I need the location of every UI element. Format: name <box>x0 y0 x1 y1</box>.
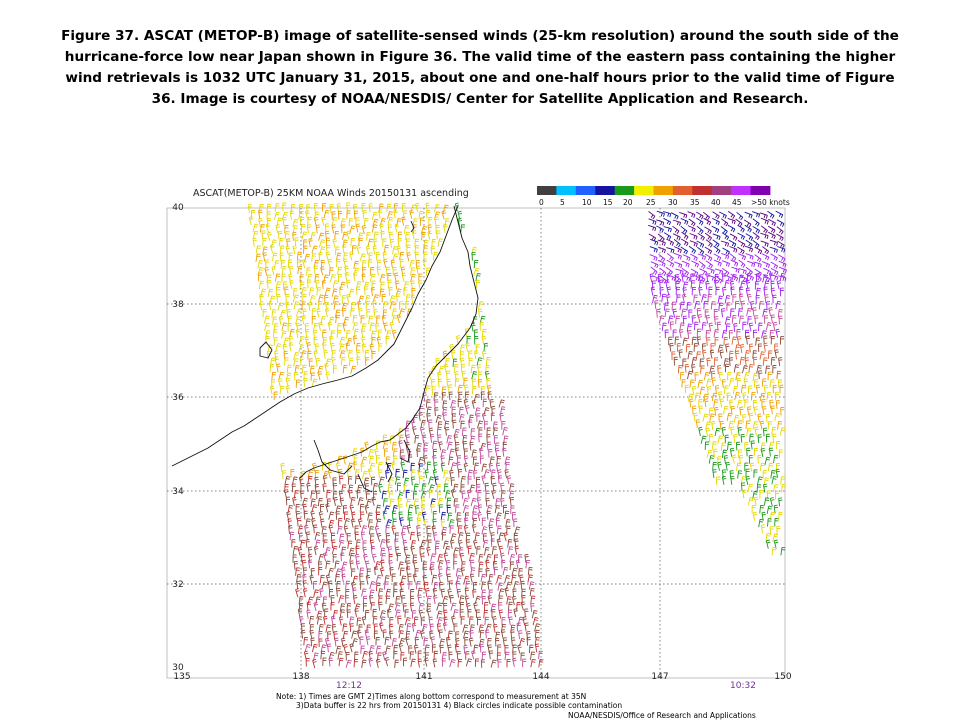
legend-label: 15 <box>603 198 613 207</box>
map-credit: NOAA/NESDIS/Office of Research and Appli… <box>568 711 756 720</box>
note-line-2: 3)Data buffer is 22 hrs from 20150131 4)… <box>296 701 622 710</box>
graticule <box>167 208 785 678</box>
longitude-labels: 135 138 141 144 147 150 <box>173 672 791 682</box>
legend-label: >50 knots <box>751 198 790 207</box>
latitude-label: 36 <box>172 393 184 403</box>
legend-label: 40 <box>711 198 721 207</box>
legend-swatch <box>595 186 616 195</box>
legend-swatch <box>750 186 771 195</box>
latitude-label: 30 <box>172 663 184 673</box>
latitude-label: 32 <box>172 580 183 590</box>
legend-label: 25 <box>646 198 656 207</box>
longitude-label: 138 <box>292 672 309 682</box>
east-pass-time: 10:32 <box>730 681 756 691</box>
legend-label: 20 <box>623 198 633 207</box>
longitude-label: 141 <box>415 672 432 682</box>
latitude-label: 34 <box>172 487 184 497</box>
legend-label: 0 <box>539 198 544 207</box>
latitude-label: 40 <box>172 203 184 213</box>
legend-swatch <box>711 186 732 195</box>
legend-swatch <box>634 186 654 195</box>
legend-label: 10 <box>582 198 592 207</box>
legend-swatch <box>614 186 635 195</box>
legend-swatch <box>537 186 557 195</box>
west-pass-time: 12:12 <box>336 681 362 691</box>
legend-label: 5 <box>560 198 565 207</box>
legend-label: 45 <box>732 198 742 207</box>
note-line-1: Note: 1) Times are GMT 2)Times along bot… <box>276 692 586 701</box>
map-title: ASCAT(METOP-B) 25KM NOAA Winds 20150131 … <box>193 188 469 199</box>
longitude-label: 150 <box>774 672 791 682</box>
map-frame <box>166 207 786 679</box>
legend-swatch <box>672 186 693 195</box>
longitude-label: 144 <box>532 672 549 682</box>
wind-speed-legend: 0 5 10 15 20 25 30 35 40 45 >50 knots <box>537 186 790 207</box>
legend-swatch <box>556 186 577 195</box>
figure-caption: Figure 37. ASCAT (METOP-B) image of sate… <box>61 28 899 107</box>
legend-label: 35 <box>690 198 700 207</box>
legend-label: 30 <box>668 198 678 207</box>
legend-swatch <box>653 186 674 195</box>
longitude-label: 147 <box>651 672 668 682</box>
legend-swatch <box>731 186 751 195</box>
longitude-label: 135 <box>173 672 190 682</box>
legend-swatch <box>575 186 596 195</box>
japan-coastline <box>171 205 479 493</box>
latitude-label: 38 <box>172 300 184 310</box>
latitude-labels: 40 38 36 34 32 30 <box>172 203 184 673</box>
wind-barbs-layer <box>247 202 787 669</box>
legend-swatch <box>692 186 713 195</box>
